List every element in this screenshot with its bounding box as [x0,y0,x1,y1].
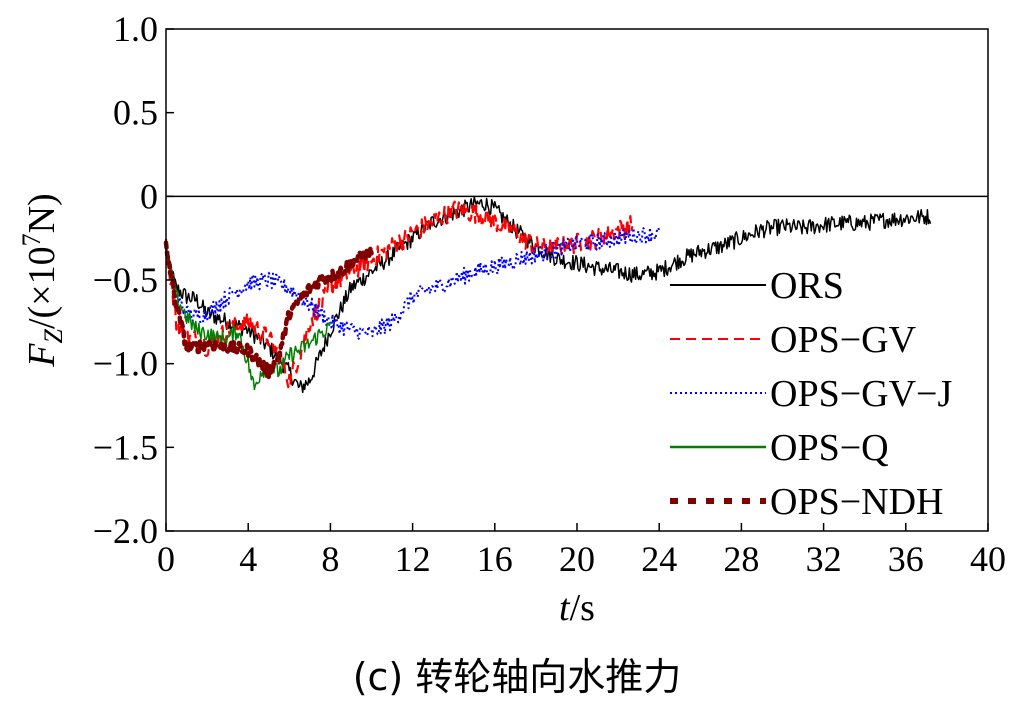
x-tick-label: 4 [239,539,257,579]
legend-label-4: OPS−NDH [770,481,943,523]
y-axis-label: FZ/(×107N) [17,193,68,367]
x-tick-label: 28 [723,539,759,579]
x-tick-label: 24 [641,539,677,579]
y-tick-label: −1.5 [93,427,158,467]
y-tick-label: −1.0 [93,344,158,384]
series-line-4 [163,240,374,380]
x-tick-label: 20 [559,539,595,579]
y-tick-label: 0 [140,176,158,216]
tick-layer: 0 4 8 12 16 20 24 28 32 36 40 1.0 0.5 0 −0.5 −1.0 −1.5 −2… [93,9,1006,579]
x-tick-label: 8 [321,539,339,579]
figure-caption: (c) 转轮轴向水推力 [353,655,682,699]
y-tick-label: −0.5 [93,260,158,300]
series-line-2 [165,226,661,341]
legend-label-1: OPS−GV [770,319,917,361]
legend-label-0: ORS [770,265,844,307]
y-tick-label: 0.5 [113,93,158,133]
legend-label-2: OPS−GV−J [770,373,952,415]
x-tick-label: 40 [970,539,1006,579]
x-axis-label: t/s [559,587,595,629]
series-line-0 [165,196,932,394]
x-tick-label: 12 [395,539,431,579]
legend-label-3: OPS−Q [770,427,889,469]
series-line-1 [164,200,634,389]
x-tick-label: 36 [888,539,924,579]
legend: ORS OPS−GV OPS−GV−J OPS−Q OPS−NDH [670,265,952,523]
x-tick-label: 16 [477,539,513,579]
series-line-3 [165,239,332,391]
x-tick-label: 0 [157,539,175,579]
y-tick-label: −2.0 [93,511,158,551]
x-tick-label: 32 [806,539,842,579]
series-layer [163,196,932,394]
y-tick-label: 1.0 [113,9,158,49]
